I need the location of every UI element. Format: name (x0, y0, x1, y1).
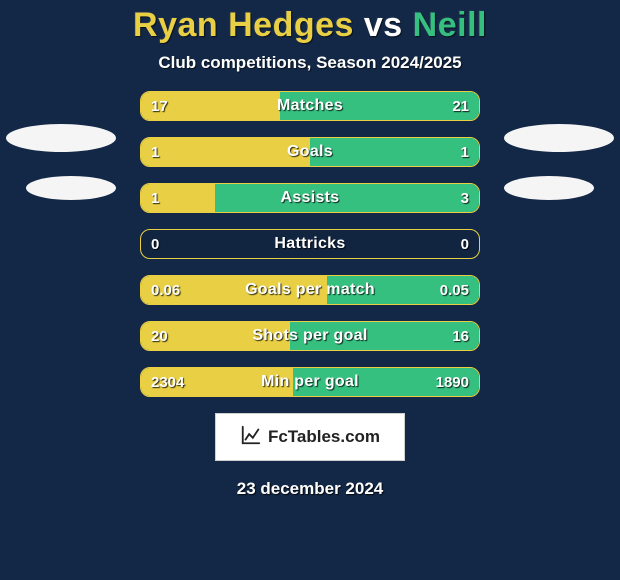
watermark: FcTables.com (215, 413, 405, 461)
stat-row: 0.060.05Goals per match (140, 275, 480, 305)
stat-row: 1721Matches (140, 91, 480, 121)
stat-row: 00Hattricks (140, 229, 480, 259)
stat-label: Assists (141, 184, 479, 212)
decorative-ellipse (26, 176, 116, 200)
stat-row: 2016Shots per goal (140, 321, 480, 351)
stats-bars: 1721Matches 11Goals 13Assists 00Hattricks 0.… (140, 91, 480, 397)
stat-label: Min per goal (141, 368, 479, 396)
stat-label: Matches (141, 92, 479, 120)
decorative-ellipse (504, 124, 614, 152)
comparison-card: Ryan Hedges vs Neill Club competitions, … (0, 0, 620, 580)
player1-name: Ryan Hedges (133, 6, 354, 44)
stat-label: Hattricks (141, 230, 479, 258)
stat-row: 11Goals (140, 137, 480, 167)
decorative-ellipse (6, 124, 116, 152)
decorative-ellipse (504, 176, 594, 200)
stat-row: 23041890Min per goal (140, 367, 480, 397)
stat-label: Goals (141, 138, 479, 166)
subtitle: Club competitions, Season 2024/2025 (0, 53, 620, 73)
chart-icon (240, 424, 262, 451)
vs-label: vs (364, 6, 403, 44)
date-label: 23 december 2024 (0, 479, 620, 499)
stat-label: Shots per goal (141, 322, 479, 350)
page-title: Ryan Hedges vs Neill (0, 6, 620, 45)
player2-name: Neill (413, 6, 487, 44)
stat-label: Goals per match (141, 276, 479, 304)
watermark-text: FcTables.com (268, 427, 380, 447)
stat-row: 13Assists (140, 183, 480, 213)
